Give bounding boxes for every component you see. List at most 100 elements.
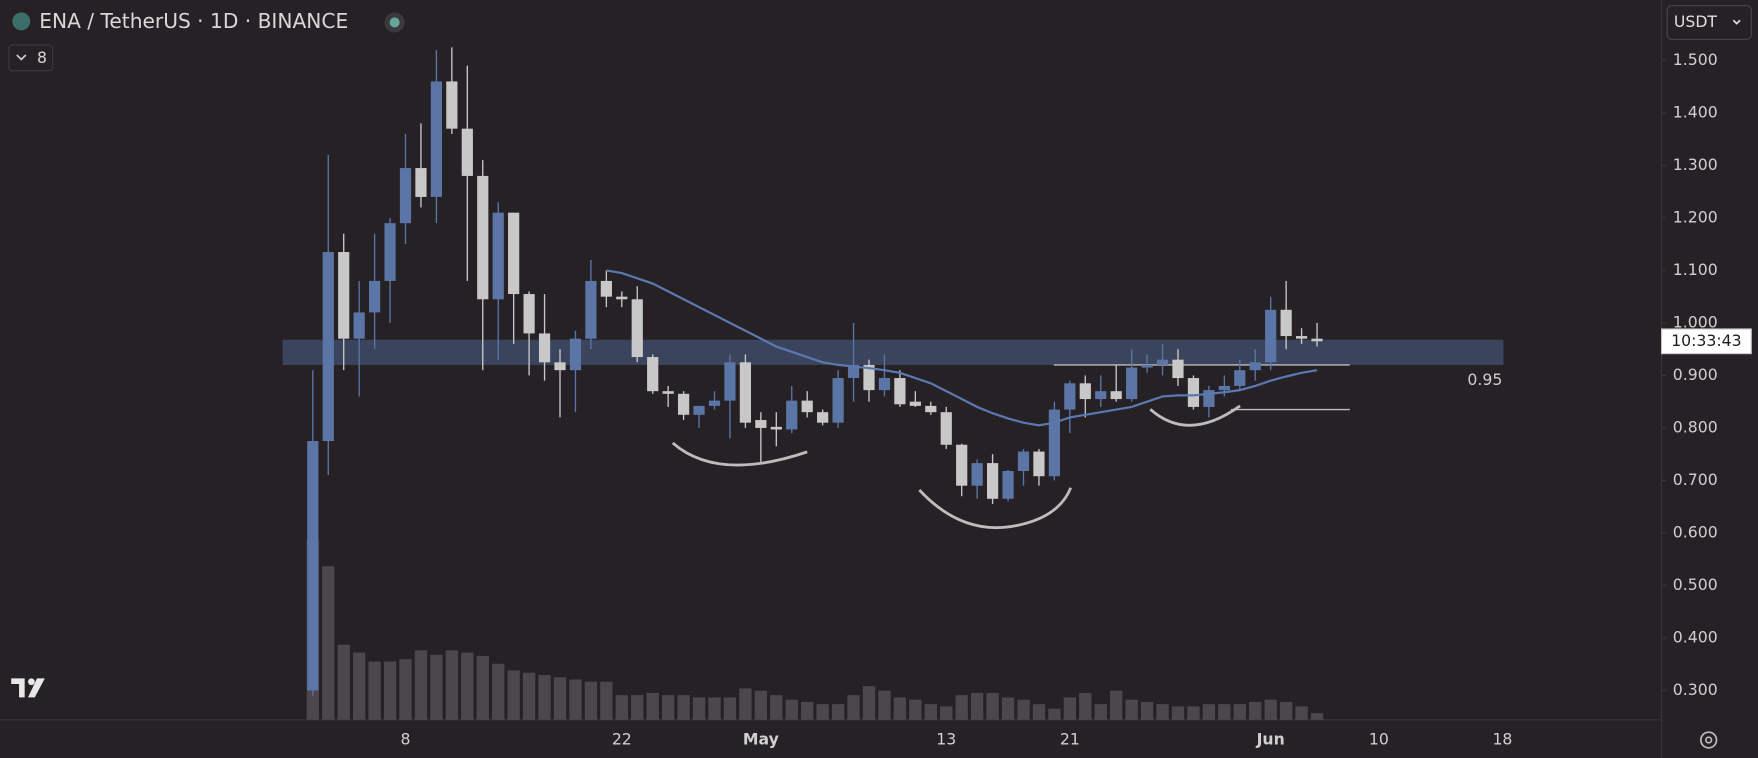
plot-area — [282, 47, 1504, 720]
volume-bar — [600, 681, 613, 720]
candle-body — [801, 400, 813, 413]
candle-body — [631, 299, 643, 358]
candle-body — [986, 463, 999, 499]
volume-bar — [445, 650, 459, 720]
candle-body — [1064, 383, 1076, 410]
volume-bar — [352, 652, 366, 720]
tradingview-logo — [11, 678, 45, 698]
candle-body — [677, 393, 690, 415]
volume-bar — [569, 679, 582, 720]
candle-body — [338, 252, 350, 339]
volume-bar — [831, 704, 845, 720]
status-dot — [389, 17, 400, 28]
price-zone — [282, 339, 1504, 365]
candle-body — [369, 280, 381, 313]
volume-bar — [399, 659, 412, 720]
settings-icon[interactable] — [1699, 731, 1718, 749]
volume-bar — [1125, 699, 1138, 720]
volume-bar — [754, 690, 768, 720]
candle-body — [1017, 451, 1030, 471]
chevron-icon — [16, 54, 27, 61]
volume-bar — [940, 706, 953, 720]
volume-bar — [553, 677, 567, 720]
candle-body — [430, 81, 443, 197]
candle-body — [956, 444, 968, 486]
candle-body — [708, 400, 721, 406]
candle-body — [878, 378, 891, 391]
candle-body — [569, 338, 582, 371]
volume-bar — [476, 655, 489, 720]
candle-body — [1079, 383, 1091, 400]
volume-bar — [615, 695, 628, 720]
candle-body — [925, 405, 937, 413]
volume-bar — [1156, 704, 1169, 720]
candle-body — [353, 312, 365, 339]
drawing-curve — [918, 487, 1073, 530]
volume-bar — [909, 699, 922, 720]
candle-body — [770, 426, 782, 430]
volume-bar — [584, 681, 598, 720]
volume-bar — [461, 652, 474, 720]
y-tick-label: 1.100 — [1673, 260, 1718, 279]
volume-bar — [677, 695, 690, 720]
y-tick-label: 0.800 — [1673, 417, 1718, 436]
candle-body — [538, 333, 551, 363]
y-tick-label: 0.500 — [1673, 575, 1718, 594]
volume-bar — [970, 692, 984, 720]
chart-title: ENA / TetherUS · 1D · BINANCE — [39, 9, 348, 33]
y-tick-label: 1.300 — [1673, 155, 1718, 174]
volume-bar — [646, 692, 659, 720]
candle-body — [492, 212, 504, 300]
currency-button[interactable] — [1666, 5, 1752, 40]
settings-icon — [1705, 736, 1713, 744]
volume-bar — [492, 663, 505, 720]
indicator-toggle[interactable] — [8, 44, 54, 72]
volume-bar — [1295, 706, 1308, 720]
candle-body — [971, 463, 983, 486]
volume-bar — [847, 695, 860, 720]
indicator-count: 8 — [37, 48, 47, 67]
volume-bar — [986, 692, 999, 720]
volume-bar — [1171, 706, 1185, 720]
volume-bar — [1249, 701, 1262, 720]
candle-body — [1172, 359, 1184, 379]
volume-bar — [1110, 690, 1123, 720]
candle-body — [1280, 309, 1292, 337]
volume-bar — [1079, 692, 1092, 720]
volume-bar — [507, 670, 520, 720]
drawing-curve — [1149, 404, 1241, 427]
volume-bar — [878, 690, 891, 720]
volume-bar — [801, 701, 814, 720]
volume-bar — [430, 654, 443, 720]
volume-bar — [1264, 699, 1277, 720]
zone-label: 0.95 — [1467, 370, 1502, 389]
volume-bar — [1233, 704, 1246, 720]
volume-bar — [1017, 699, 1030, 720]
x-tick-label: 18 — [1492, 730, 1512, 749]
x-tick-label: 22 — [612, 730, 632, 749]
symbol-icon — [12, 12, 31, 31]
candle-body — [1249, 362, 1261, 371]
volume-bar — [1202, 704, 1216, 720]
y-tick-label: 1.200 — [1673, 207, 1718, 226]
y-tick-label: 0.900 — [1673, 365, 1718, 384]
volume-bar — [1001, 697, 1015, 720]
x-tick-label: 10 — [1369, 730, 1389, 749]
candle-body — [647, 357, 659, 392]
volume-bar — [785, 699, 798, 720]
candle-body — [307, 441, 319, 691]
volume-bar — [708, 697, 721, 720]
countdown-box — [1661, 328, 1752, 355]
x-tick-label: 13 — [936, 730, 956, 749]
candle-body — [1156, 359, 1169, 365]
candle-body — [832, 378, 844, 423]
volume-bar — [1048, 708, 1061, 720]
candle-body — [1002, 470, 1014, 499]
volume-bar — [383, 661, 397, 720]
candle-body — [755, 420, 767, 428]
candle-body — [817, 412, 829, 423]
x-tick-label: 8 — [401, 730, 411, 749]
y-tick-label: 0.700 — [1673, 470, 1718, 489]
volume-bar — [1063, 697, 1077, 720]
